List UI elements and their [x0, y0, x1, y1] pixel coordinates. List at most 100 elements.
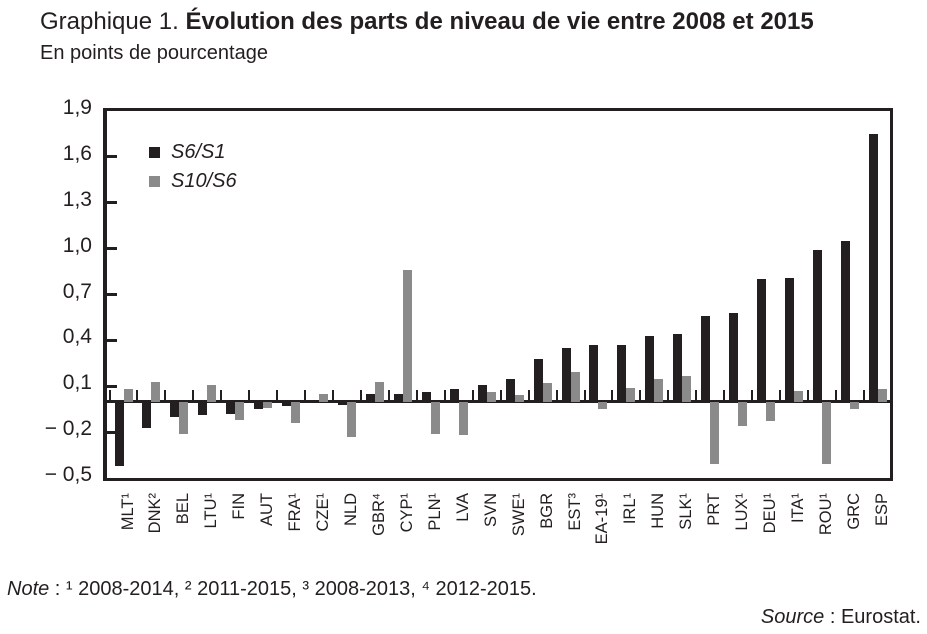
y-tick — [107, 384, 117, 388]
x-tick — [415, 389, 418, 402]
plot-area: S6/S1 S10/S6 — [103, 108, 893, 481]
x-tick — [276, 389, 279, 402]
bar-CYP¹-S6/S1 — [393, 393, 403, 402]
bar-SWE¹-S6/S1 — [505, 378, 515, 402]
bar-ROU¹-S10/S6 — [822, 401, 831, 465]
y-axis-labels: 1,9 1,6 1,3 1,0 0,7 0,4 0,1 − 0,2 − 0,5 — [11, 97, 92, 486]
x-axis-label: PLN¹ — [425, 493, 444, 531]
bar-LUX¹-S10/S6 — [738, 401, 748, 426]
bar-FRA¹-S10/S6 — [291, 401, 301, 423]
x-tick — [527, 389, 530, 402]
y-tick — [107, 247, 117, 251]
bar-GBR⁴-S10/S6 — [374, 381, 384, 402]
y-axis-label: 1,3 — [62, 187, 92, 211]
x-tick — [304, 389, 307, 402]
y-axis-label: 1,0 — [62, 233, 92, 257]
x-tick — [807, 389, 810, 402]
x-tick — [443, 389, 446, 402]
x-axis-label: LVA — [453, 493, 472, 522]
bar-GBR⁴-S6/S1 — [365, 393, 375, 402]
x-axis-label: GRC — [844, 493, 863, 530]
legend-label-s10s6: S10/S6 — [171, 170, 237, 192]
bar-SLK¹-S10/S6 — [682, 375, 692, 402]
footnote: Note : ¹ 2008-2014, ² 2011-2015, ³ 2008-… — [7, 578, 537, 601]
x-tick — [248, 389, 251, 402]
x-axis-label: SLK¹ — [677, 493, 696, 530]
legend: S6/S1 S10/S6 — [149, 141, 237, 199]
x-axis-label: ESP — [872, 493, 891, 527]
bar-LUX¹-S6/S1 — [729, 312, 739, 402]
bar-GRC-S6/S1 — [840, 240, 850, 402]
bar-ITA¹-S6/S1 — [785, 277, 795, 402]
x-tick — [387, 389, 390, 402]
y-tick — [107, 430, 117, 434]
x-axis-label: MLT¹ — [118, 493, 137, 531]
bar-BGR-S10/S6 — [542, 383, 552, 402]
bar-GRC-S10/S6 — [849, 401, 859, 410]
bar-SVN-S10/S6 — [486, 392, 496, 402]
bar-MLT¹-S10/S6 — [123, 389, 133, 402]
chart-subtitle: En points de pourcentage — [40, 42, 268, 64]
x-tick — [359, 389, 362, 402]
x-tick — [164, 389, 167, 402]
y-axis-label: 1,6 — [62, 141, 92, 165]
bar-PLN¹-S10/S6 — [430, 401, 440, 434]
bar-BGR-S6/S1 — [533, 358, 543, 402]
bar-DNK²-S6/S1 — [142, 401, 152, 428]
x-axis-label: NLD — [342, 493, 361, 527]
bar-FRA¹-S6/S1 — [282, 401, 292, 407]
x-axis-label: PRT — [705, 493, 724, 526]
x-axis-label: CYP¹ — [397, 493, 416, 533]
legend-item-s6s1: S6/S1 — [149, 141, 237, 163]
x-axis-label: CZE¹ — [314, 493, 333, 532]
y-axis-label: 1,9 — [62, 96, 92, 119]
bar-LTU¹-S6/S1 — [198, 401, 208, 416]
x-axis-labels: MLT¹ DNK² BEL LTU¹ FIN AUT FRA¹ CZE¹ NLD GBR⁴ CYP¹… — [107, 481, 893, 591]
x-tick — [136, 389, 139, 402]
y-axis-label: 0,7 — [62, 279, 92, 303]
x-axis-label: LUX¹ — [733, 493, 752, 531]
chart-title-main: Évolution des parts de niveau de vie ent… — [185, 8, 814, 35]
bar-SWE¹-S10/S6 — [514, 395, 524, 402]
x-tick — [332, 389, 335, 402]
bar-FIN-S10/S6 — [235, 401, 245, 420]
bar-HUN-S10/S6 — [654, 378, 664, 402]
bar-HUN-S6/S1 — [645, 335, 655, 402]
x-axis-label: ROU¹ — [817, 493, 835, 536]
bar-PRT-S6/S1 — [701, 315, 711, 402]
x-tick — [192, 389, 195, 402]
bar-LVA-S6/S1 — [449, 389, 459, 402]
bar-ITA¹-S10/S6 — [794, 390, 804, 402]
x-axis-label: EST³ — [565, 493, 584, 531]
source-label: Source — [760, 606, 825, 628]
bar-PRT-S10/S6 — [710, 401, 720, 465]
bar-SLK¹-S6/S1 — [673, 334, 683, 402]
x-tick — [555, 389, 558, 402]
x-axis-label: DNK² — [146, 493, 165, 534]
bar-NLD-S6/S1 — [338, 401, 348, 405]
x-tick — [471, 389, 474, 402]
bar-EST³-S6/S1 — [561, 348, 571, 402]
bar-BEL-S6/S1 — [170, 401, 180, 417]
y-axis-label: 0,4 — [62, 325, 92, 349]
x-tick — [108, 389, 111, 402]
x-axis-label: AUT — [258, 493, 277, 526]
chart-title-prefix: Graphique 1. — [40, 8, 179, 35]
legend-swatch-s10s6 — [149, 175, 160, 187]
legend-item-s10s6: S10/S6 — [149, 170, 237, 192]
x-tick — [779, 389, 782, 402]
x-axis-label: GBR⁴ — [369, 493, 388, 536]
x-axis-label: EA-19¹ — [593, 493, 612, 545]
x-axis-label: SWE¹ — [509, 493, 528, 537]
y-tick — [107, 293, 117, 296]
x-tick — [667, 389, 670, 402]
bar-ESP-S10/S6 — [877, 389, 887, 402]
bar-ESP-S6/S1 — [868, 133, 878, 402]
footnote-label: Note — [7, 578, 50, 600]
bar-IRL¹-S10/S6 — [626, 387, 636, 402]
bar-CZE¹-S6/S1 — [310, 401, 320, 404]
x-axis-label: ITA¹ — [789, 493, 808, 523]
y-tick — [107, 338, 117, 342]
x-tick — [639, 389, 642, 402]
